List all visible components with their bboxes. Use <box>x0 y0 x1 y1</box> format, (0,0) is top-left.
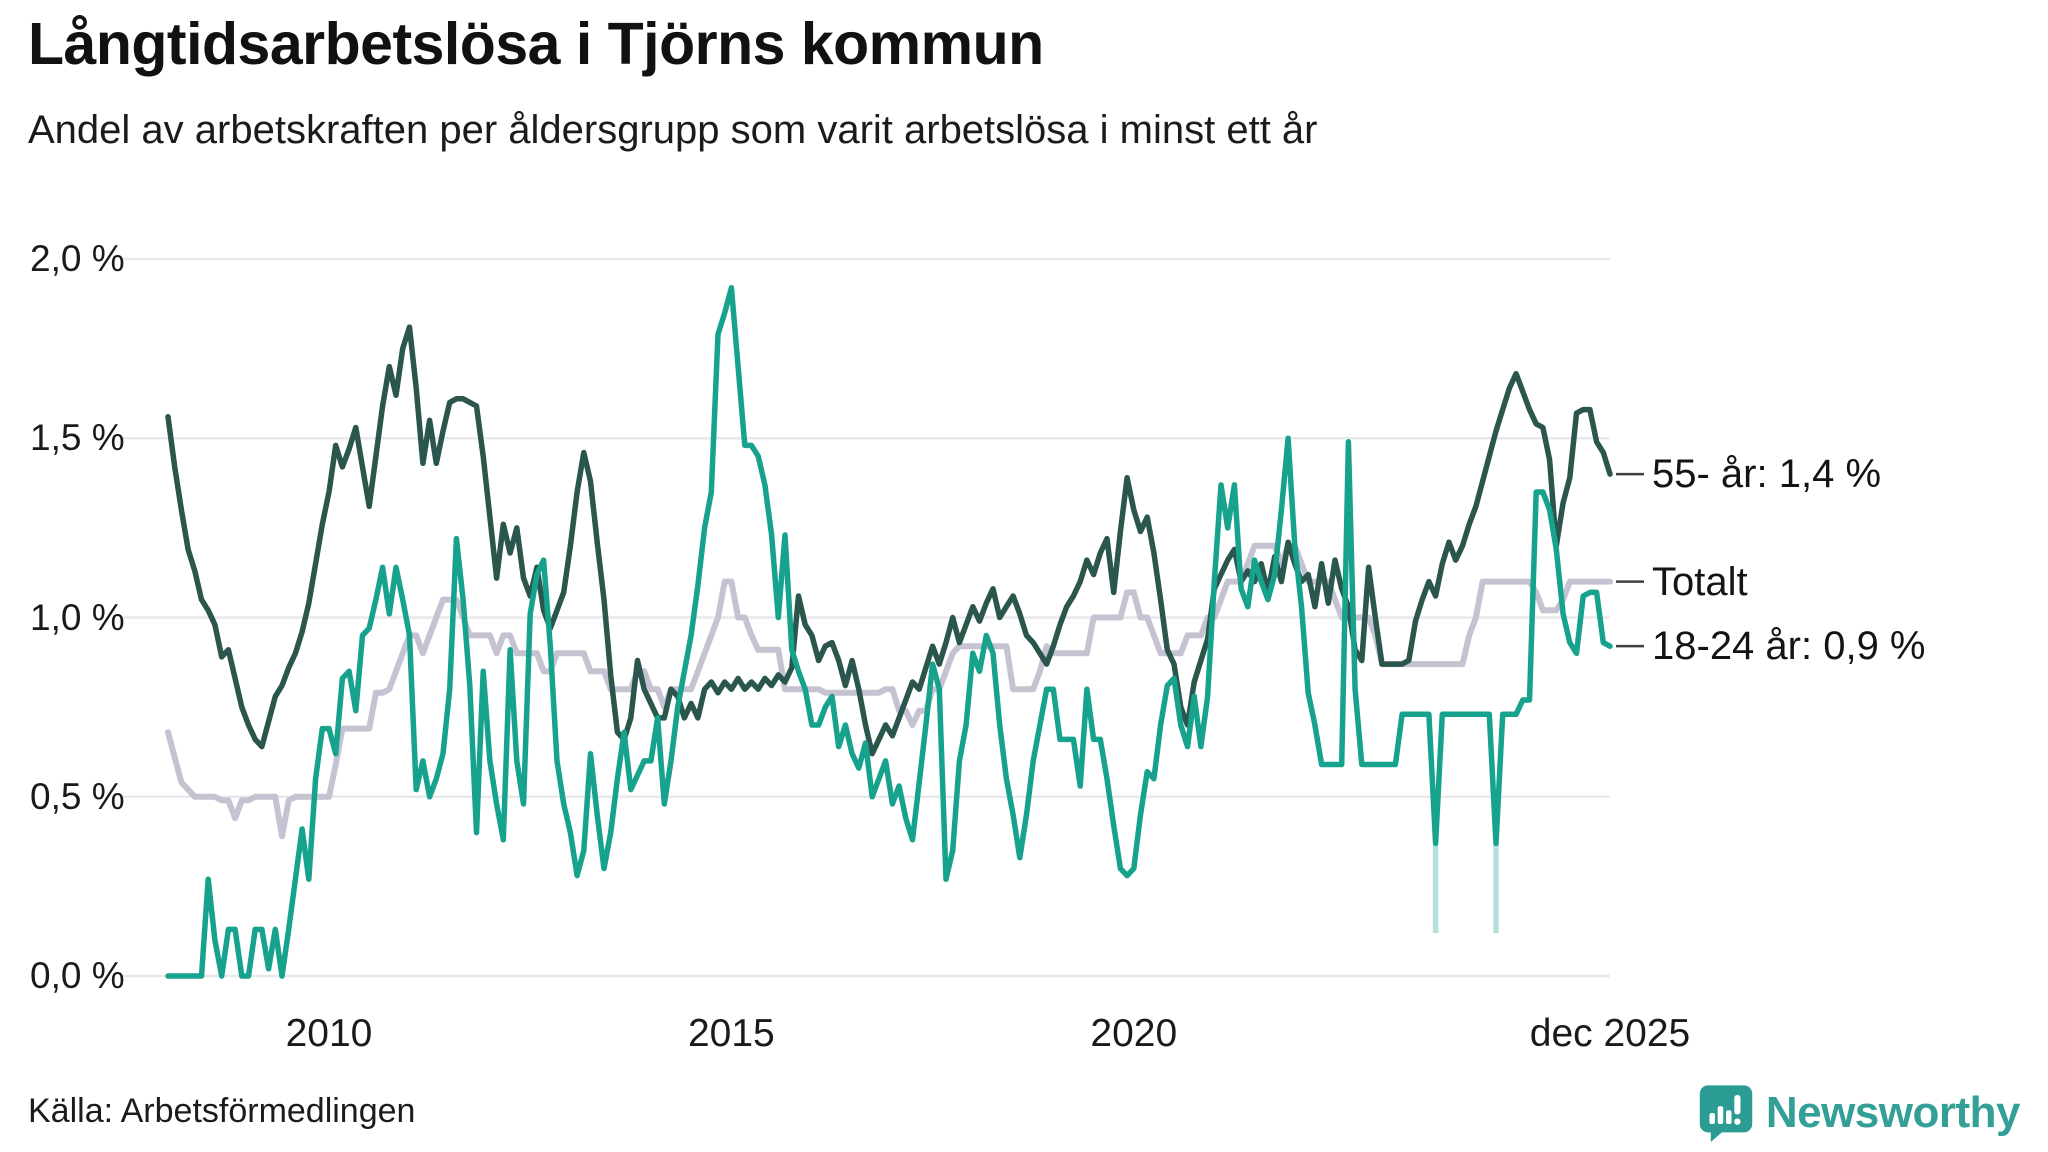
newsworthy-logo: Newsworthy <box>1698 1084 2021 1142</box>
x-axis-tick-label: dec 2025 <box>1529 1012 1691 1055</box>
newsworthy-bubble-chart-icon <box>1699 1085 1753 1142</box>
x-axis-tick-label: 2020 <box>1090 1012 1178 1055</box>
y-axis-tick-label: 0,5 % <box>30 775 125 817</box>
y-axis-tick-label: 1,0 % <box>30 596 125 638</box>
page-title: Långtidsarbetslösa i Tjörns kommun <box>28 11 1044 77</box>
y-axis-tick-label: 0,0 % <box>30 955 125 996</box>
y-axis-tick-label: 2,0 % <box>30 238 125 279</box>
newsworthy-wordmark: Newsworthy <box>1765 1088 2021 1137</box>
x-axis-tick-label: 2010 <box>285 1012 373 1055</box>
source-note: Källa: Arbetsförmedlingen <box>28 1092 416 1130</box>
chart-subtitle: Andel av arbetskraften per åldersgrupp s… <box>28 108 1318 152</box>
series-end-label-18-24-ar: 18-24 år: 0,9 % <box>1652 624 1926 669</box>
series-end-label-totalt: Totalt <box>1652 559 1748 604</box>
series-end-label-55-ar: 55- år: 1,4 % <box>1652 452 1882 497</box>
y-axis-tick-label: 1,5 % <box>30 417 125 459</box>
x-axis-tick-label: 2015 <box>687 1012 775 1055</box>
